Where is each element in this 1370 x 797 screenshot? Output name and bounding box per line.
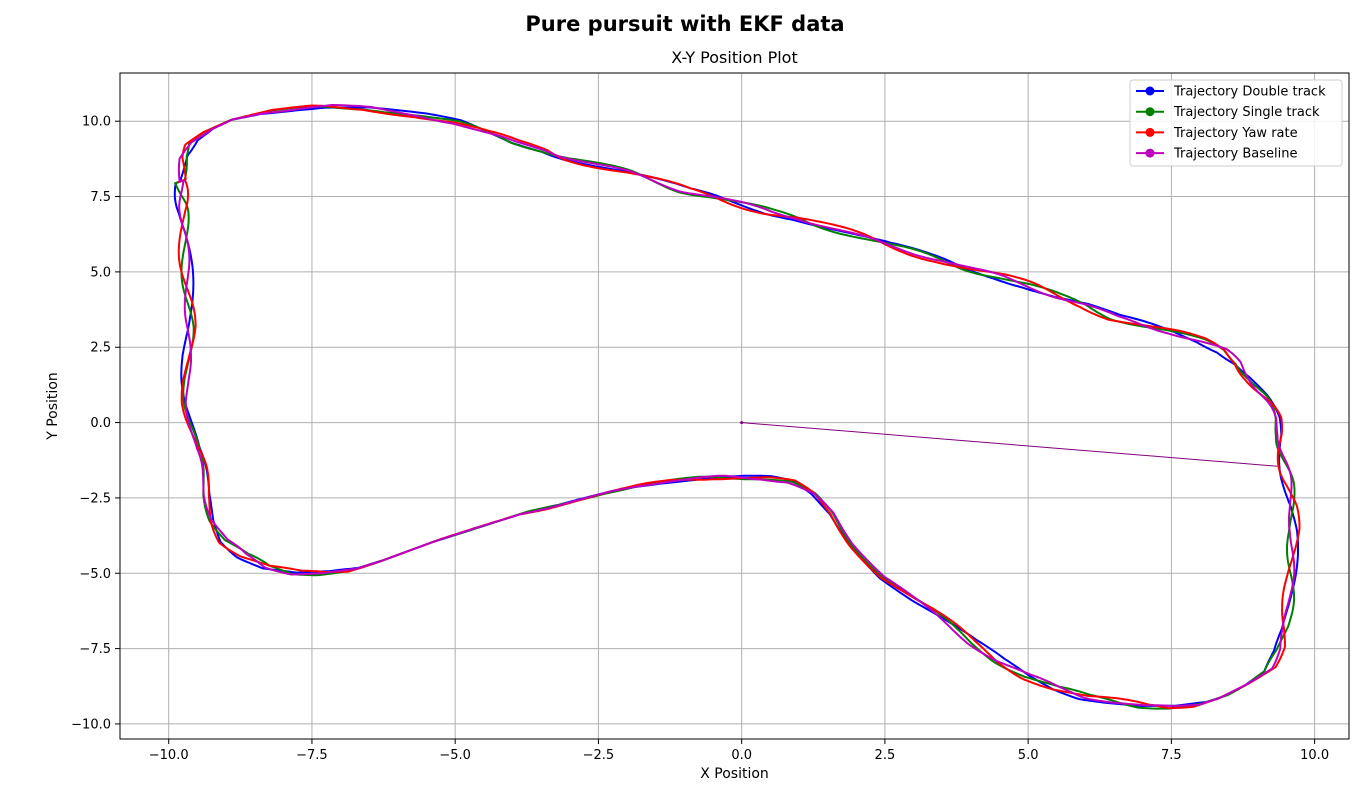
y-tick-label: −5.0: [79, 567, 111, 582]
axis-ticks: −10.0 −7.5 −5.0 −2.5 0.0 2.5 5.0 7.5 10.0 −10.0 −7…: [71, 115, 1329, 763]
series-line-4: [177, 104, 1296, 708]
legend-marker: [1145, 107, 1155, 117]
y-tick-label: 10.0: [82, 115, 111, 130]
legend-marker: [1145, 86, 1155, 96]
legend-marker: [1145, 148, 1155, 158]
legend-label: Trajectory Single track: [1173, 105, 1320, 120]
x-tick-label: −10.0: [149, 748, 189, 763]
y-tick-label: 2.5: [90, 341, 111, 356]
y-tick-label: 0.0: [90, 416, 111, 431]
x-tick-label: −2.5: [583, 748, 615, 763]
series-line-1: [173, 106, 1299, 707]
legend-label: Trajectory Double track: [1173, 85, 1326, 100]
chart-title: X-Y Position Plot: [671, 48, 798, 67]
legend: Trajectory Double track Trajectory Single…: [1129, 79, 1343, 167]
x-tick-label: −5.0: [439, 748, 471, 763]
x-tick-label: −7.5: [296, 748, 328, 763]
legend-label: Trajectory Baseline: [1173, 147, 1297, 162]
legend-box: [1129, 79, 1343, 167]
x-tick-label: 2.5: [875, 748, 896, 763]
y-tick-label: −7.5: [79, 642, 111, 657]
x-axis-label: X Position: [700, 766, 769, 782]
x-tick-label: 7.5: [1161, 748, 1182, 763]
start-point: [740, 421, 744, 425]
y-tick-label: 7.5: [90, 190, 111, 205]
figure-title: Pure pursuit with EKF data: [525, 12, 845, 36]
series-line-3: [177, 104, 1301, 710]
start-segment: [741, 422, 1278, 467]
y-tick-label: −2.5: [79, 491, 111, 506]
axes-frame: [119, 72, 1350, 740]
legend-label: Trajectory Yaw rate: [1173, 126, 1298, 141]
x-tick-label: 0.0: [731, 748, 752, 763]
y-axis-label: Y Position: [45, 372, 61, 440]
y-tick-label: −10.0: [71, 717, 111, 732]
x-tick-label: 5.0: [1018, 748, 1039, 763]
legend-marker: [1145, 127, 1155, 137]
y-tick-label: 5.0: [90, 265, 111, 280]
trajectory-lines: [173, 104, 1301, 710]
x-tick-label: 10.0: [1300, 748, 1329, 763]
grid-lines: [120, 73, 1349, 739]
